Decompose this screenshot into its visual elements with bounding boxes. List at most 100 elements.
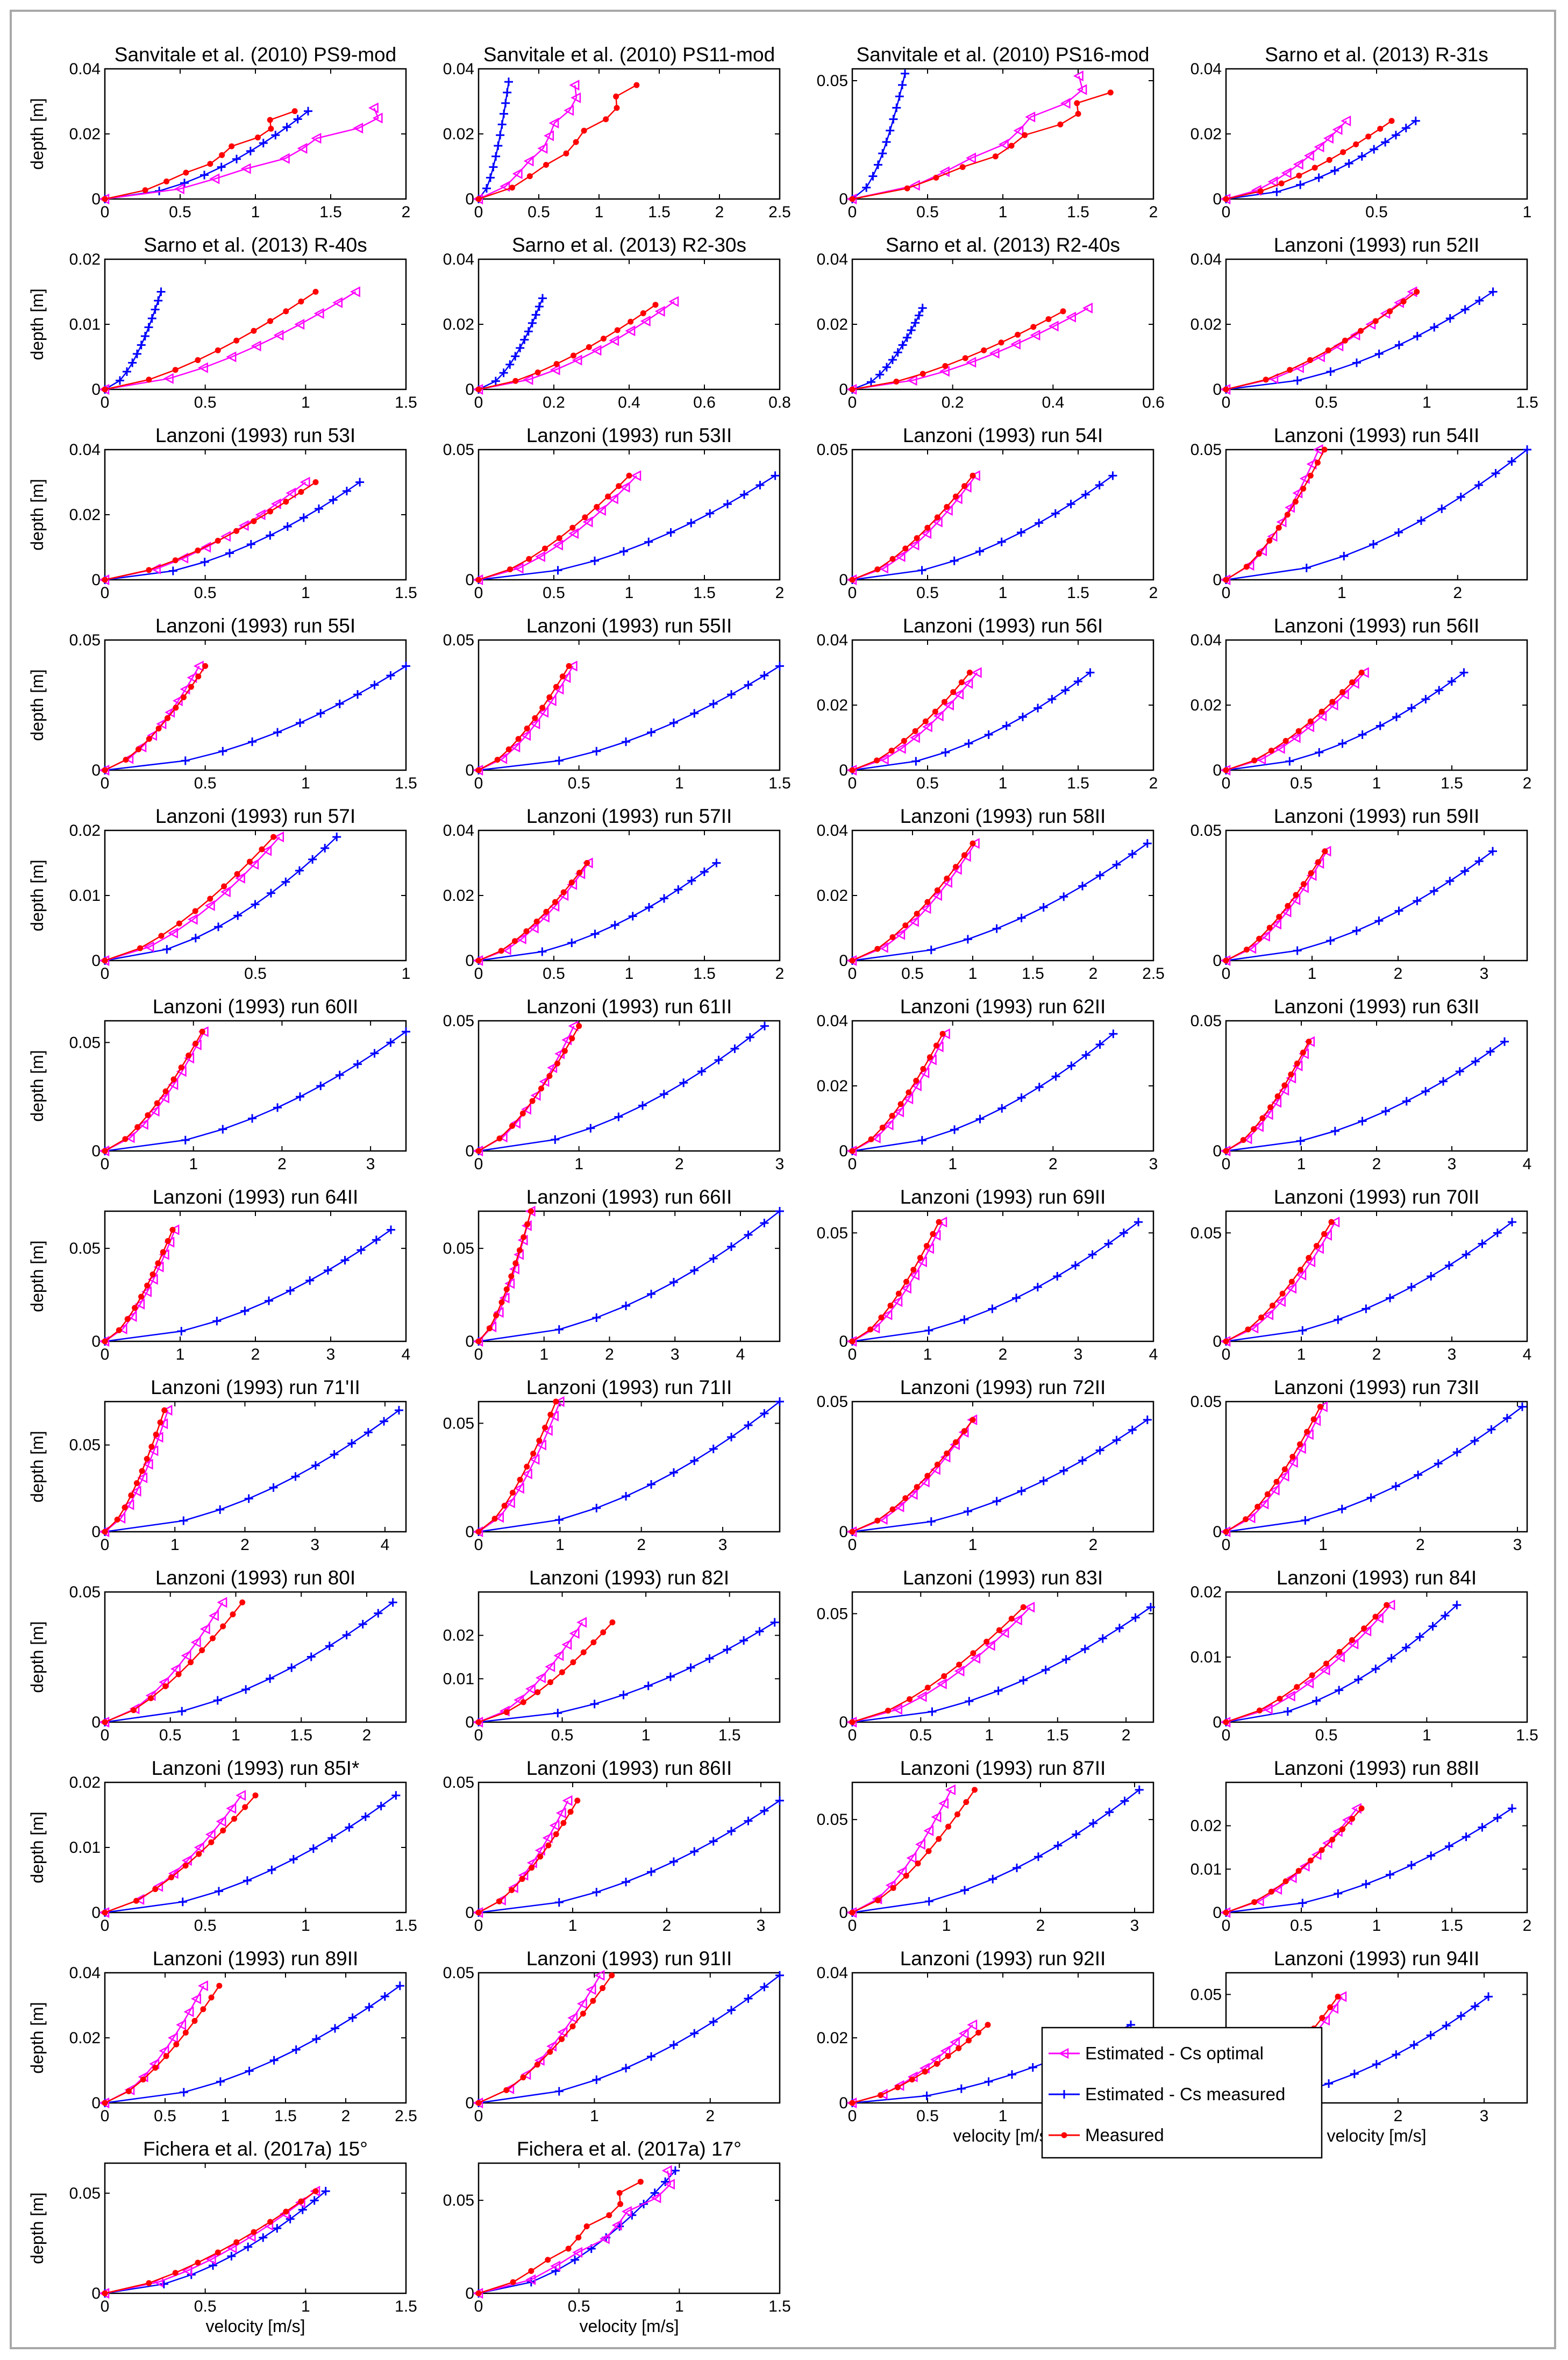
x-tick-label: 0 [101,1536,110,1554]
x-tick-label: 0 [1222,1726,1231,1744]
data-point-obs [509,1887,515,1893]
series-line-opt [104,1031,205,1152]
data-point-opt [549,1820,560,1831]
data-point-obs [521,1234,527,1240]
data-point-obs [1304,1428,1310,1435]
x-tick-label: 0 [101,774,110,792]
y-tick-label: 0 [1213,1904,1222,1922]
data-point-opt [909,1269,920,1281]
data-point-obs [616,2190,623,2196]
axes-box [477,639,781,771]
y-axis-label: depth [m] [27,2192,47,2264]
subplot-title: Lanzoni (1993) run 54I [903,424,1103,446]
data-point-opt [137,1472,148,1483]
x-tick-label: 0.2 [543,394,565,411]
data-point-opt [138,1119,148,1130]
data-point-opt [1322,1837,1332,1849]
data-point-opt [548,1410,559,1421]
data-point-opt [158,1418,168,1430]
x-tick-label: 0.5 [169,203,191,221]
data-point-obs [102,1719,108,1725]
x-tick-label: 1 [1337,584,1346,602]
x-tick-label: 0 [101,2107,110,2125]
data-point-obs [961,483,968,489]
data-point-obs [569,524,576,531]
data-point-obs [116,1327,122,1333]
series-line-opt [478,1622,583,1723]
data-point-obs [944,503,950,510]
data-point-opt [553,539,564,551]
subplot-21: Lanzoni (1993) run 60II 0 1 2 3 0 0.05 depth [m… [27,996,410,1173]
y-tick-label: 0.05 [443,631,474,649]
x-tick-label: 1 [968,1536,978,1554]
y-tick-label: 0 [465,381,474,399]
subplot-40: Lanzoni (1993) run 88II 0 0.5 1 1.5 2 0 0.01 0.0… [1191,1757,1532,1935]
data-point-obs [933,2060,940,2067]
y-tick-label: 0 [91,2094,101,2112]
series-line-meas [104,665,407,771]
data-point-obs [526,173,533,180]
series-line-meas [852,1033,1114,1152]
y-tick-label: 0 [1213,381,1222,399]
data-point-opt [248,859,259,870]
data-point-opt [523,155,534,167]
data-point-obs [904,185,910,191]
data-point-opt [608,493,618,504]
data-point-obs [580,1649,587,1655]
x-tick-label: 2 [240,1536,250,1554]
x-tick-label: 0.5 [528,203,550,221]
subplot-title: Lanzoni (1993) run 82I [529,1567,729,1589]
y-tick-label: 0.04 [1191,60,1222,78]
data-point-obs [580,2010,586,2017]
data-point-obs [613,93,619,99]
legend-label: Estimated - Cs measured [1085,2084,1285,2104]
y-tick-label: 0.02 [443,316,474,333]
data-point-opt [895,551,906,563]
data-point-obs [519,1876,525,1882]
data-point-obs [1223,1148,1229,1154]
data-point-obs [135,746,141,752]
subplot-19: Lanzoni (1993) run 58II 0 0.5 1 1.5 2 2.5 0 0.02… [817,805,1165,983]
data-point-obs [486,1325,493,1332]
data-point-obs [505,746,512,752]
data-point-opt [1320,2015,1330,2026]
data-point-obs [267,318,274,324]
y-tick-label: 0 [1213,1523,1222,1541]
y-tick-label: 0.02 [817,2029,848,2047]
y-tick-label: 0.05 [1191,441,1222,459]
series-line-meas [1225,1996,1489,2104]
subplot-9: Lanzoni (1993) run 53I 0 0.5 1 1.5 0 0.02 0.04 d… [27,424,417,602]
data-point-obs [208,1994,215,2001]
y-axis-label: depth [m] [27,288,47,360]
data-point-obs [524,1463,530,1470]
x-tick-label: 2 [402,203,411,221]
axes-box [1225,1591,1528,1723]
data-point-opt [1060,97,1071,109]
subplot-title: Lanzoni (1993) run 56I [903,615,1103,637]
figure-frame [10,10,1556,2349]
data-point-opt [561,1639,572,1650]
data-point-opt [1290,732,1301,743]
data-point-opt [945,1784,956,1795]
x-tick-label: 1 [1297,1155,1306,1173]
data-point-obs [942,362,949,369]
x-tick-label: 0 [101,2298,110,2315]
data-point-obs [959,164,966,170]
data-point-obs [920,371,926,377]
data-point-opt [906,1852,917,1864]
data-point-opt [530,718,540,730]
y-axis-label: depth [m] [27,1621,47,1693]
data-point-obs [529,1098,536,1104]
series-line-meas [478,1800,780,1914]
data-point-opt [1365,318,1376,330]
data-point-opt [172,695,183,707]
axes-box [851,1401,1154,1533]
data-point-opt [944,699,954,711]
data-point-obs [176,920,182,927]
data-point-obs [1312,165,1318,171]
data-point-obs [215,537,221,544]
data-point-opt [522,1468,532,1480]
data-point-obs [1349,1816,1356,1822]
x-tick-label: 3 [718,1536,728,1554]
data-point-obs [582,514,588,521]
